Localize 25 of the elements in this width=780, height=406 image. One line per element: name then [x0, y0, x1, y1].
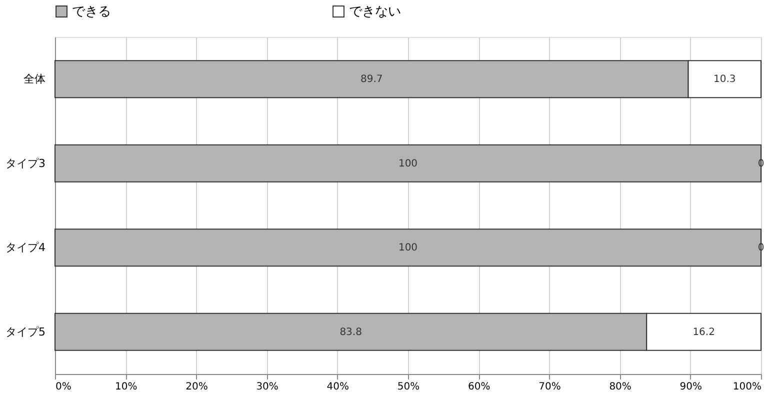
y-tick-label: タイプ4: [6, 241, 46, 254]
y-tick-label: タイプ3: [6, 156, 46, 170]
bar: [54, 144, 762, 182]
x-tick-label: 20%: [186, 382, 208, 392]
x-tick-label: 90%: [680, 382, 702, 392]
legend-label: できない: [349, 4, 401, 20]
x-tick-label: 60%: [468, 382, 490, 392]
x-tick-label: 80%: [609, 382, 632, 392]
data-label: 89.7: [360, 74, 383, 86]
x-tick-label: 0%: [56, 382, 72, 392]
x-tick-label: 70%: [538, 382, 561, 392]
x-tick-label: 10%: [114, 382, 138, 392]
x-tick-label: 100%: [732, 382, 762, 392]
y-tick-label: タイプ5: [6, 325, 46, 338]
data-label: 83.8: [340, 326, 362, 338]
data-label: 16.2: [692, 326, 715, 338]
data-label: 100: [398, 242, 418, 254]
data-label: 100: [398, 158, 418, 170]
y-tick-label: 全体: [24, 72, 46, 86]
data-label: 10.3: [714, 74, 736, 86]
x-tick-label: 40%: [326, 382, 350, 392]
bar: [54, 228, 762, 267]
legend-label: できる: [72, 4, 111, 20]
x-tick-label: 50%: [397, 382, 420, 392]
x-tick-label: 30%: [256, 382, 278, 392]
